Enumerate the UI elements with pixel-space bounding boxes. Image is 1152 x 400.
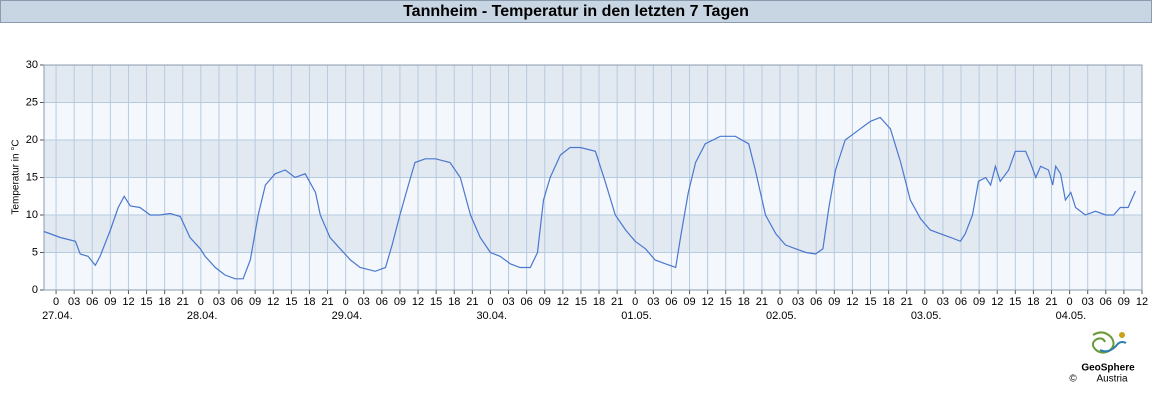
x-tick-label: 0 [922,296,928,308]
y-tick-label: 20 [26,134,38,146]
x-tick-label: 06 [810,296,822,308]
x-tick-label: 15 [720,296,732,308]
grid-band [44,102,1142,140]
x-tick-label: 03 [358,296,370,308]
x-day-label: 29.04. [332,310,363,322]
x-tick-label: 03 [647,296,659,308]
x-tick-label: 0 [632,296,638,308]
x-tick-label: 09 [104,296,116,308]
x-tick-label: 12 [412,296,424,308]
x-tick-label: 21 [177,296,189,308]
x-tick-label: 18 [593,296,605,308]
x-tick-label: 18 [882,296,894,308]
chart-title: Tannheim - Temperatur in den letzten 7 T… [403,3,749,20]
grid-band [44,65,1142,103]
x-tick-label: 03 [937,296,949,308]
x-tick-label: 15 [575,296,587,308]
x-tick-label: 12 [991,296,1003,308]
x-tick-label: 15 [864,296,876,308]
x-tick-label: 06 [521,296,533,308]
plot-frame [43,64,1143,291]
x-tick-label: 12 [846,296,858,308]
x-tick-label: 09 [1118,296,1130,308]
x-tick-label: 18 [159,296,171,308]
temperature-line [43,116,1136,280]
x-tick-label: 15 [140,296,152,308]
logo-icon [1091,331,1115,354]
logo-sub: Austria [1096,374,1128,385]
logo-name: GeoSphere [1081,363,1135,374]
x-tick-label: 18 [738,296,750,308]
x-tick-label: 18 [303,296,315,308]
x-tick-label: 21 [1045,296,1057,308]
grid-band [44,215,1142,253]
y-tick-label: 30 [26,59,38,71]
x-tick-label: 15 [430,296,442,308]
x-tick-label: 09 [394,296,406,308]
x-tick-label: 06 [665,296,677,308]
y-tick-label: 5 [32,246,38,258]
logo-copyright: © [1069,374,1077,385]
x-tick-label: 0 [487,296,493,308]
x-tick-label: 09 [973,296,985,308]
y-axis-label: Temperatur in °C [11,139,22,214]
x-tick-label: 21 [901,296,913,308]
logo-icon [1119,332,1125,338]
x-tick-label: 12 [267,296,279,308]
logo-icon [1099,341,1127,353]
logo: GeoSphere Austria © [1069,331,1135,385]
y-tick-label: 15 [26,171,38,183]
x-tick-label: 06 [955,296,967,308]
x-tick-label: 21 [756,296,768,308]
x-tick-label: 03 [792,296,804,308]
x-tick-label: 09 [539,296,551,308]
x-tick-label: 21 [466,296,478,308]
x-day-label: 27.04. [42,310,73,322]
x-tick-label: 18 [1027,296,1039,308]
x-tick-label: 15 [1009,296,1021,308]
x-day-label: 02.05. [766,310,797,322]
x-tick-label: 09 [828,296,840,308]
x-tick-label: 06 [231,296,243,308]
x-tick-label: 03 [213,296,225,308]
x-tick-label: 0 [1067,296,1073,308]
x-day-label: 01.05. [621,310,652,322]
x-tick-label: 09 [683,296,695,308]
x-tick-label: 15 [285,296,297,308]
x-tick-label: 12 [702,296,714,308]
x-tick-label: 12 [557,296,569,308]
x-tick-label: 18 [448,296,460,308]
x-tick-label: 03 [502,296,514,308]
x-tick-label: 21 [321,296,333,308]
x-tick-label: 03 [68,296,80,308]
x-tick-label: 0 [777,296,783,308]
x-tick-label: 06 [86,296,98,308]
x-tick-label: 0 [198,296,204,308]
x-tick-label: 09 [249,296,261,308]
x-tick-label: 21 [611,296,623,308]
x-day-label: 28.04. [187,310,218,322]
x-tick-label: 06 [1100,296,1112,308]
x-tick-label: 06 [376,296,388,308]
y-tick-label: 10 [26,209,38,221]
x-day-label: 03.05. [911,310,942,322]
x-day-label: 04.05. [1056,310,1087,322]
x-tick-label: 03 [1082,296,1094,308]
x-tick-label: 12 [122,296,134,308]
grid-band [44,177,1142,215]
y-tick-label: 25 [26,96,38,108]
x-tick-label: 0 [343,296,349,308]
x-tick-label: 12 [1136,296,1148,308]
x-day-label: 30.04. [476,310,507,322]
grid-band [44,140,1142,178]
y-tick-label: 0 [32,284,38,296]
x-tick-label: 0 [53,296,59,308]
grid-band [44,252,1142,290]
plot: 0 5 10 15 20 25 30 0 03 06 09 12 15 18 21 0 03 06 09 12 15 18… [26,59,1148,322]
